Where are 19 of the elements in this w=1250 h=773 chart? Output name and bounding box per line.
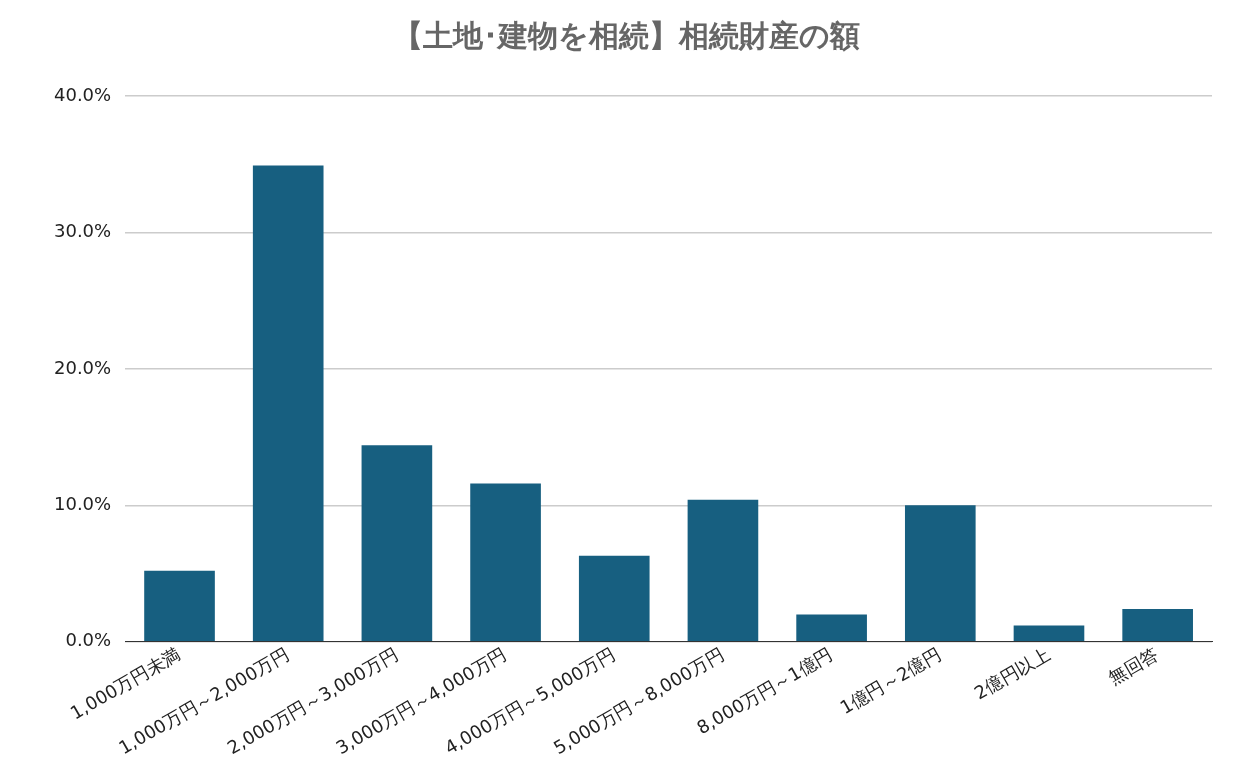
bar (904, 505, 976, 642)
bar (144, 570, 215, 642)
chart-title: 【土地･建物を相続】相続財産の額 (392, 17, 860, 53)
x-tick-label: 無回答 (1104, 643, 1162, 689)
y-tick-label: 10.0% (53, 492, 112, 514)
bar (578, 555, 650, 642)
x-tick-label: 2億円以上 (970, 643, 1054, 704)
x-tick-label: 1億円～2億円 (836, 643, 945, 719)
bar (1013, 625, 1085, 642)
bar (470, 483, 541, 642)
y-tick-label: 30.0% (53, 220, 112, 242)
bar (796, 614, 867, 642)
bar (1122, 609, 1193, 642)
bar (361, 445, 433, 642)
y-tick-label: 20.0% (53, 356, 112, 378)
bar (687, 499, 759, 642)
y-tick-label: 0.0% (65, 629, 112, 651)
y-tick-label: 40.0% (53, 83, 112, 105)
bar (252, 165, 324, 642)
